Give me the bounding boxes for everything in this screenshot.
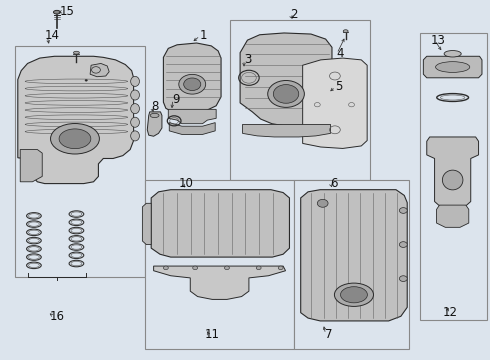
Bar — [294, 180, 409, 348]
Bar — [15, 45, 145, 277]
Text: 13: 13 — [431, 33, 445, 47]
Ellipse shape — [399, 276, 407, 282]
Text: 2: 2 — [290, 8, 297, 21]
Ellipse shape — [399, 208, 407, 213]
Text: 14: 14 — [45, 29, 59, 42]
Ellipse shape — [399, 242, 407, 247]
Polygon shape — [240, 33, 332, 126]
Polygon shape — [163, 43, 221, 113]
Ellipse shape — [131, 76, 140, 86]
Polygon shape — [427, 137, 479, 208]
Ellipse shape — [59, 129, 91, 149]
Polygon shape — [20, 149, 42, 182]
Ellipse shape — [74, 51, 79, 54]
Ellipse shape — [436, 62, 470, 72]
Polygon shape — [154, 266, 286, 300]
Polygon shape — [168, 109, 216, 124]
Ellipse shape — [343, 30, 348, 33]
Ellipse shape — [268, 81, 304, 107]
Polygon shape — [437, 205, 469, 227]
Polygon shape — [243, 125, 331, 137]
Ellipse shape — [131, 90, 140, 100]
Polygon shape — [423, 56, 482, 78]
Text: 12: 12 — [443, 306, 458, 319]
Ellipse shape — [224, 266, 229, 270]
Bar — [230, 21, 369, 180]
Polygon shape — [90, 63, 109, 77]
Text: 16: 16 — [49, 310, 64, 323]
Ellipse shape — [193, 266, 197, 270]
Text: 1: 1 — [200, 29, 207, 42]
Ellipse shape — [278, 266, 283, 270]
Polygon shape — [143, 203, 151, 244]
Ellipse shape — [163, 266, 168, 270]
Text: 9: 9 — [172, 93, 179, 106]
Polygon shape — [301, 190, 407, 321]
Text: 6: 6 — [330, 177, 338, 190]
Ellipse shape — [131, 117, 140, 127]
Text: 3: 3 — [244, 53, 251, 66]
Ellipse shape — [256, 266, 261, 270]
Polygon shape — [18, 56, 134, 184]
Text: 15: 15 — [59, 5, 74, 18]
Bar — [145, 180, 294, 348]
Polygon shape — [151, 190, 290, 257]
Ellipse shape — [131, 131, 140, 141]
Ellipse shape — [50, 123, 99, 154]
Ellipse shape — [318, 199, 328, 207]
Ellipse shape — [442, 170, 463, 190]
Ellipse shape — [184, 78, 201, 90]
Ellipse shape — [179, 75, 206, 94]
Ellipse shape — [85, 80, 87, 81]
Ellipse shape — [341, 287, 368, 303]
Ellipse shape — [131, 104, 140, 114]
Text: 8: 8 — [151, 100, 158, 113]
Ellipse shape — [53, 10, 60, 14]
Polygon shape — [147, 112, 162, 136]
Polygon shape — [169, 123, 215, 134]
Bar — [420, 33, 487, 320]
Ellipse shape — [334, 283, 373, 306]
Text: 11: 11 — [204, 328, 219, 341]
Ellipse shape — [150, 113, 159, 118]
Text: 4: 4 — [337, 47, 344, 60]
Text: 7: 7 — [325, 328, 333, 341]
Ellipse shape — [273, 85, 299, 103]
Text: 10: 10 — [179, 177, 194, 190]
Ellipse shape — [444, 50, 461, 57]
Text: 5: 5 — [335, 80, 343, 93]
Polygon shape — [303, 58, 367, 148]
